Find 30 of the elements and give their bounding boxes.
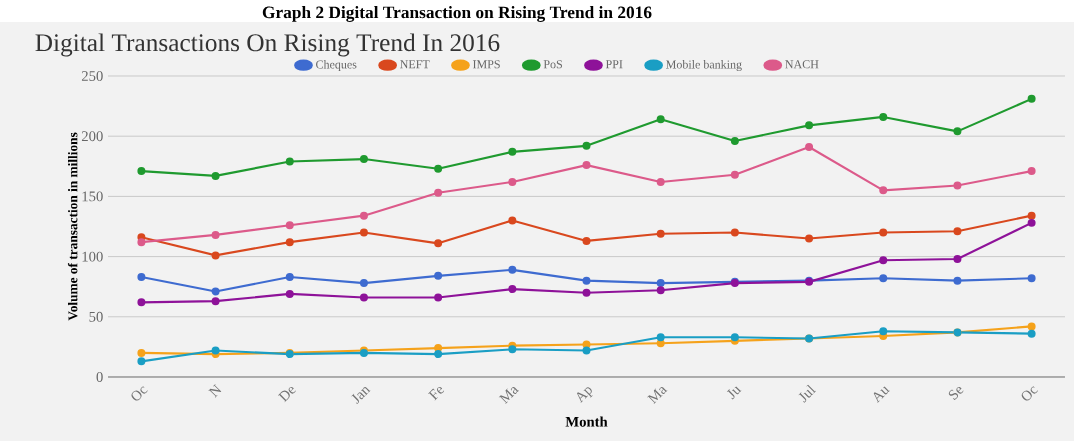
legend-label: PPI bbox=[605, 60, 623, 69]
y-tick-label: 50 bbox=[89, 311, 103, 322]
legend-label: IMPS bbox=[472, 60, 500, 69]
caption: Graph 2 Digital Transaction on Rising Trend in 2016 bbox=[262, 6, 652, 22]
legend-label: NEFT bbox=[400, 60, 430, 69]
x-tick-label: Oc bbox=[131, 386, 148, 401]
x-tick-label: Au bbox=[873, 386, 890, 404]
x-tick-label: Fe bbox=[428, 386, 445, 401]
x-tick-label: De bbox=[277, 386, 296, 403]
y-tick-label: 0 bbox=[96, 372, 103, 382]
y-tick-label: 250 bbox=[81, 71, 103, 81]
y-tick-label: 200 bbox=[81, 131, 103, 142]
x-tick-label: Se bbox=[948, 386, 964, 400]
chart-title: Digital Transactions On Rising Trend In 2016 bbox=[35, 33, 500, 57]
legend-label: Cheques bbox=[316, 60, 357, 71]
legend-label: PoS bbox=[543, 60, 562, 69]
y-tick-label: 150 bbox=[82, 191, 103, 202]
legend-label: NACH bbox=[785, 60, 819, 69]
x-axis-title: Month bbox=[565, 416, 608, 427]
x-tick-label: N bbox=[208, 383, 222, 398]
x-tick-label: Ma bbox=[647, 386, 668, 404]
y-tick-label: 100 bbox=[82, 251, 103, 262]
x-tick-label: Jan bbox=[351, 386, 371, 404]
legend-label: Mobile banking bbox=[666, 60, 742, 71]
x-tick-label: Oc bbox=[1021, 386, 1038, 401]
y-axis-title: Volume of transaction in millions bbox=[67, 132, 78, 321]
x-tick-label: Ap bbox=[577, 387, 593, 404]
x-tick-label: Jul bbox=[798, 384, 817, 403]
x-tick-label: Ju bbox=[726, 386, 742, 400]
x-tick-label: Ma bbox=[498, 386, 519, 404]
